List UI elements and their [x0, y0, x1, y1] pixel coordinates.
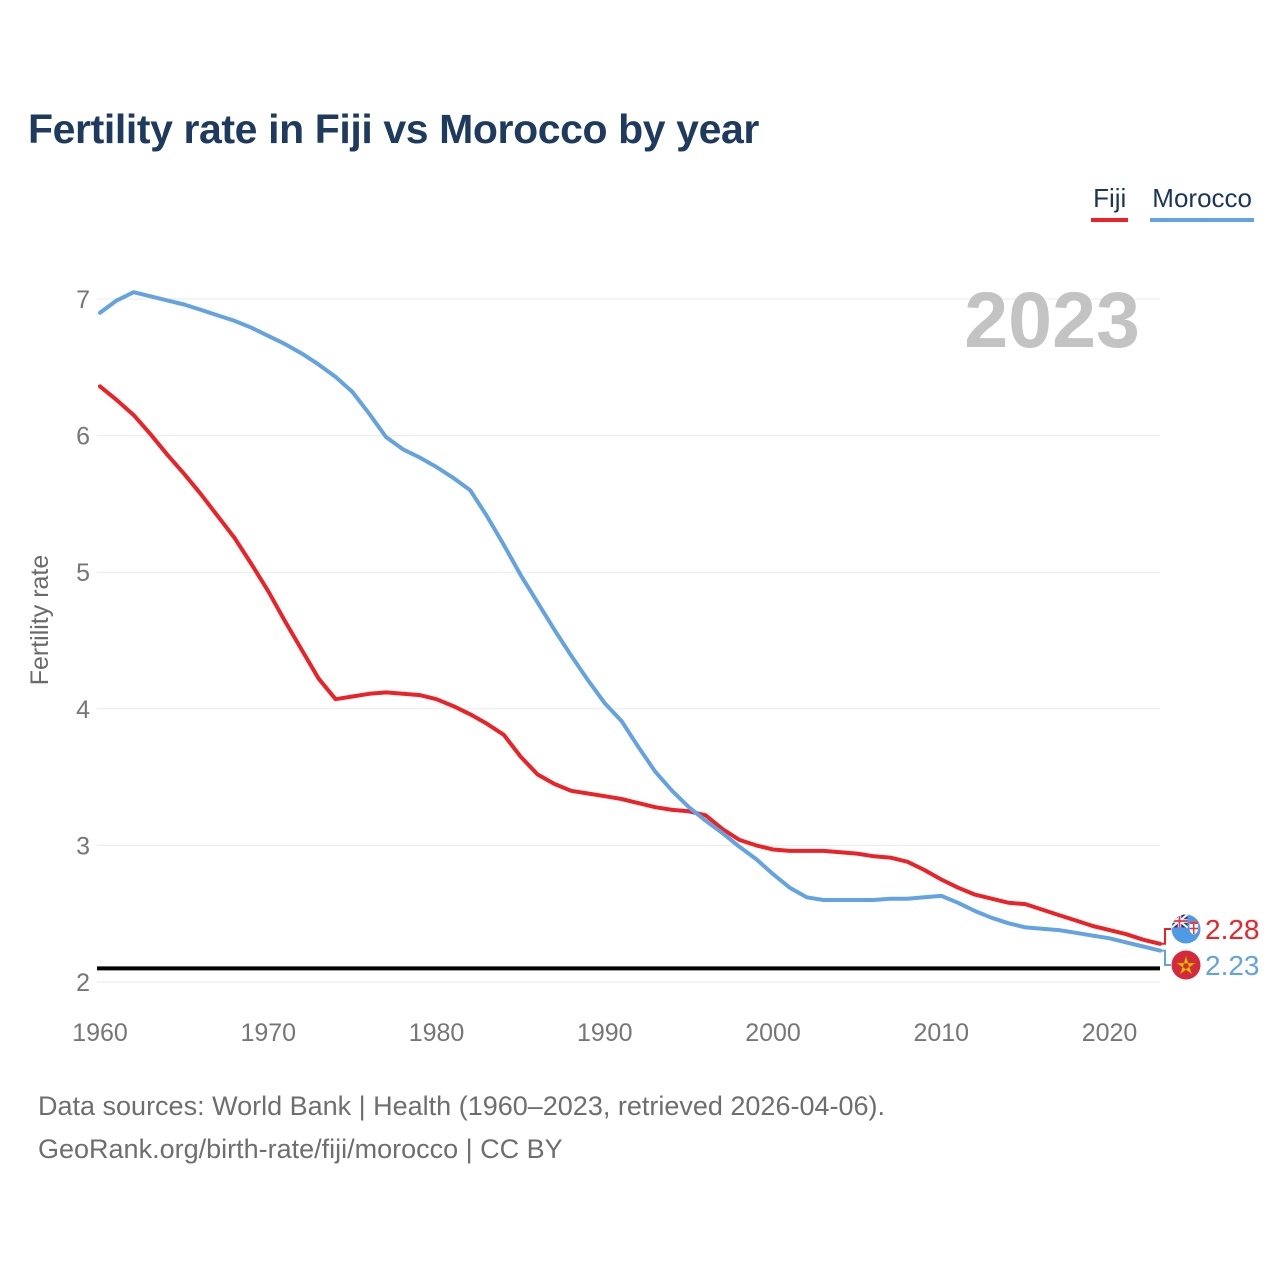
- end-label-connector: [1160, 949, 1171, 966]
- end-label-morocco: 2.23: [1160, 949, 1260, 981]
- y-tick-label: 7: [76, 286, 90, 314]
- grid-layer: 7 6 5 4 3 2 1960 1970 1980 1990 2000 2010 2020: [72, 286, 1160, 1047]
- fiji-series-line[interactable]: [98, 384, 1162, 946]
- legend-item-fiji[interactable]: Fiji: [1091, 183, 1129, 222]
- end-label-fiji: 2.28: [1160, 914, 1260, 945]
- footer: Data sources: World Bank | Health (1960–…: [38, 1085, 885, 1171]
- y-tick-label: 3: [76, 832, 90, 860]
- fiji-flag-icon: [1171, 914, 1201, 944]
- end-value-label: 2.23: [1205, 950, 1260, 981]
- watermark-year: 2023: [964, 275, 1140, 364]
- footer-source-line: Data sources: World Bank | Health (1960–…: [38, 1091, 885, 1121]
- x-tick-label: 2000: [745, 1019, 801, 1047]
- y-tick-label: 4: [76, 696, 90, 724]
- morocco-series-line[interactable]: [98, 290, 1162, 953]
- y-tick-label: 5: [76, 559, 90, 587]
- x-tick-label: 1990: [577, 1019, 633, 1047]
- x-tick-label: 1970: [240, 1019, 296, 1047]
- footer-url-line: GeoRank.org/birth-rate/fiji/morocco | CC…: [38, 1134, 563, 1164]
- series-layer: [97, 290, 1162, 971]
- annotation-layer: 2.28 2.23: [1160, 914, 1260, 981]
- x-tick-label: 2020: [1082, 1019, 1138, 1047]
- end-value-label: 2.28: [1205, 914, 1260, 945]
- legend: Fiji Morocco: [1091, 183, 1254, 222]
- morocco-flag-icon: [1171, 950, 1201, 980]
- x-tick-label: 2010: [913, 1019, 969, 1047]
- legend-item-morocco[interactable]: Morocco: [1150, 183, 1254, 222]
- y-tick-label: 6: [76, 423, 90, 451]
- page-title: Fertility rate in Fiji vs Morocco by yea…: [28, 106, 759, 152]
- end-label-connector: [1160, 928, 1171, 945]
- y-axis-title: Fertility rate: [26, 555, 54, 686]
- x-tick-label: 1980: [409, 1019, 465, 1047]
- x-tick-label: 1960: [72, 1019, 128, 1047]
- y-tick-label: 2: [76, 969, 90, 997]
